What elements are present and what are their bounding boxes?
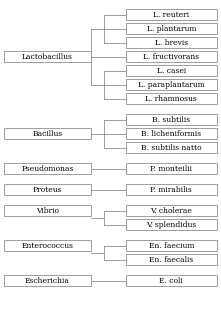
FancyBboxPatch shape — [4, 275, 91, 286]
FancyBboxPatch shape — [126, 275, 217, 286]
FancyBboxPatch shape — [4, 240, 91, 251]
Text: L. reuteri: L. reuteri — [153, 11, 189, 19]
FancyBboxPatch shape — [126, 51, 217, 62]
Text: Enterococcus: Enterococcus — [21, 242, 74, 250]
FancyBboxPatch shape — [4, 205, 91, 216]
FancyBboxPatch shape — [126, 163, 217, 174]
Text: L. casei: L. casei — [157, 67, 186, 75]
FancyBboxPatch shape — [126, 23, 217, 34]
FancyBboxPatch shape — [4, 128, 91, 139]
Text: L. brevis: L. brevis — [155, 39, 188, 47]
Text: L. paraplantarum: L. paraplantarum — [138, 81, 205, 89]
FancyBboxPatch shape — [126, 205, 217, 216]
FancyBboxPatch shape — [4, 163, 91, 174]
Text: En. faecium: En. faecium — [149, 242, 194, 250]
Text: L. fructivorans: L. fructivorans — [143, 53, 199, 61]
Text: V. splendidus: V. splendidus — [146, 221, 196, 229]
FancyBboxPatch shape — [126, 65, 217, 76]
Text: L. plantarum: L. plantarum — [147, 25, 196, 33]
Text: Bacillus: Bacillus — [32, 130, 63, 138]
Text: B. subtilis natto: B. subtilis natto — [141, 144, 202, 152]
FancyBboxPatch shape — [126, 79, 217, 90]
Text: Lactobacillus: Lactobacillus — [22, 53, 73, 61]
FancyBboxPatch shape — [126, 114, 217, 125]
Text: B. licheniformis: B. licheniformis — [141, 130, 201, 138]
FancyBboxPatch shape — [4, 51, 91, 62]
FancyBboxPatch shape — [126, 254, 217, 265]
Text: Vibrio: Vibrio — [36, 207, 59, 215]
FancyBboxPatch shape — [126, 9, 217, 20]
Text: P. mirabilis: P. mirabilis — [151, 186, 192, 194]
Text: V. cholerae: V. cholerae — [150, 207, 192, 215]
FancyBboxPatch shape — [126, 184, 217, 195]
Text: E. coli: E. coli — [159, 277, 183, 285]
FancyBboxPatch shape — [126, 240, 217, 251]
Text: L. rhamnosus: L. rhamnosus — [145, 95, 197, 103]
Text: Proteus: Proteus — [33, 186, 62, 194]
Text: P. monteilii: P. monteilii — [150, 165, 192, 173]
FancyBboxPatch shape — [126, 37, 217, 48]
Text: En. faecalis: En. faecalis — [149, 256, 193, 264]
Text: Escherichia: Escherichia — [25, 277, 70, 285]
Text: Pseudomonas: Pseudomonas — [21, 165, 74, 173]
FancyBboxPatch shape — [126, 142, 217, 153]
FancyBboxPatch shape — [126, 93, 217, 104]
Text: B. subtilis: B. subtilis — [152, 116, 190, 124]
FancyBboxPatch shape — [126, 219, 217, 230]
FancyBboxPatch shape — [126, 128, 217, 139]
FancyBboxPatch shape — [4, 184, 91, 195]
